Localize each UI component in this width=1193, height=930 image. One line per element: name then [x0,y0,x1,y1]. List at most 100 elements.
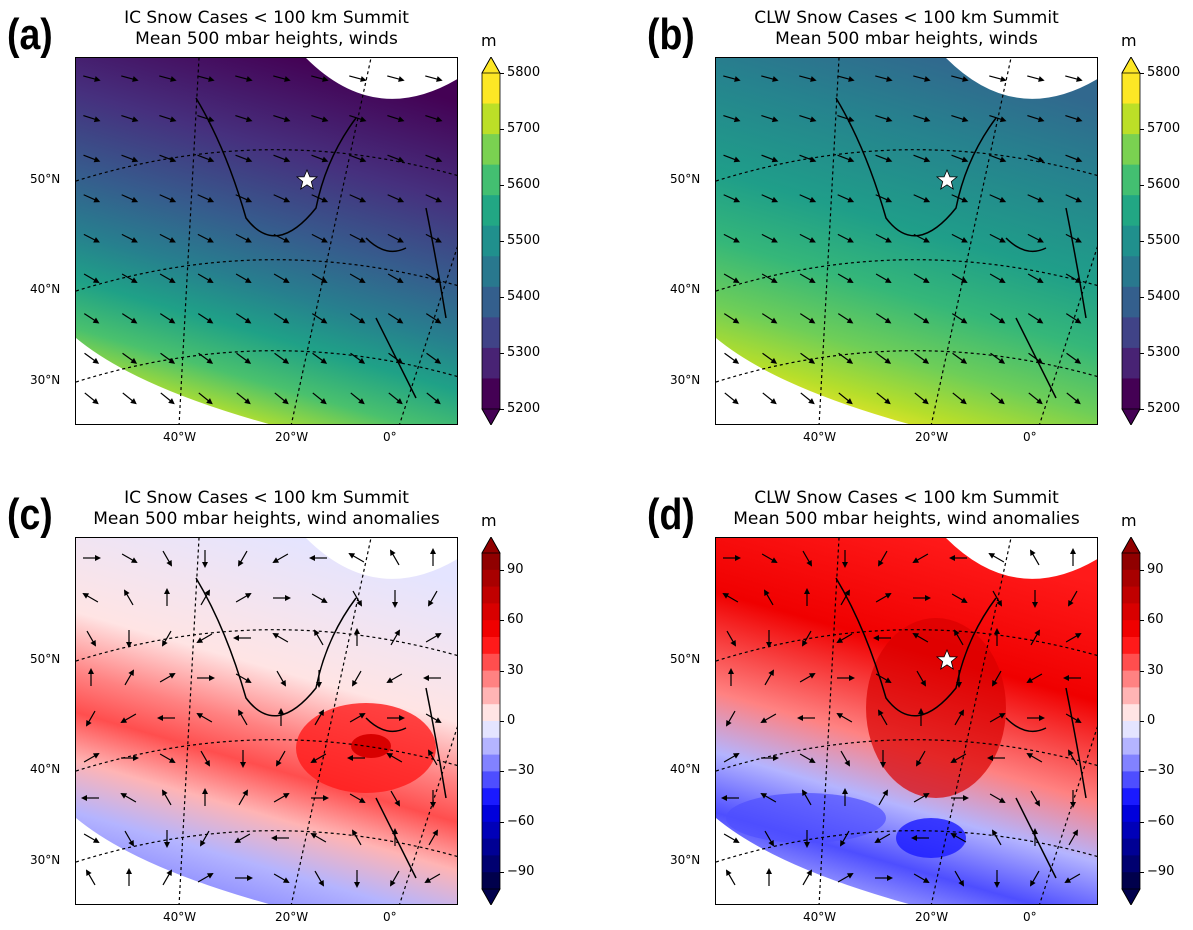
wind-vector [83,753,100,763]
colorbar-band [482,771,500,789]
wind-vector [761,755,779,761]
wind-vector [311,154,329,163]
wind-vector [723,753,740,763]
colorbar-tick [1140,721,1144,722]
wind-vector [916,670,926,687]
wind-vector [121,194,139,203]
wind-vector [271,835,289,841]
colorbar-tick-label: 5600 [507,177,541,192]
wind-vector [272,633,289,643]
colorbar-band [482,586,500,604]
wind-vector [840,750,850,767]
colorbar-tick [500,620,504,622]
colorbar-unit: m [481,31,497,50]
wind-vector [1065,313,1082,324]
wind-vector [310,833,327,843]
wind-vector [120,793,137,803]
colorbar-tick [1140,353,1144,354]
colorbar-tick-label: −90 [507,864,535,880]
wind-vector [914,352,930,364]
longitude-gridline [178,538,200,904]
wind-vector [799,753,816,763]
colorbar-tick [1140,409,1144,410]
wind-vector [836,713,853,723]
longitude-label: 0° [1023,910,1037,924]
wind-vector [838,352,854,364]
colorbar-band [482,256,500,288]
latitude-gridline [716,739,1097,772]
wind-vector [1070,548,1076,566]
wind-vector [842,788,848,806]
wind-vector [83,154,101,163]
longitude-gridline [818,538,840,904]
colorbar-band [482,653,500,672]
wind-vector [273,313,290,324]
wind-vector [838,392,853,405]
wind-vector [802,869,812,886]
panel-subtitle: Mean 500 mbar heights, winds [135,29,398,49]
wind-vector [992,829,1002,846]
colorbar-tick [500,129,504,130]
wind-vector [951,194,969,203]
colorbar-band [1122,347,1140,379]
colorbar-tick [500,73,504,74]
colorbar-tick-label: 5400 [1147,289,1181,304]
wind-vector [81,795,99,801]
wind-vector [349,793,366,803]
wind-vector [425,713,442,723]
wind-vector [912,553,929,563]
colorbar-unit: m [1121,511,1137,530]
map-panel [75,57,458,425]
wind-vector [311,593,328,603]
longitude-label: 0° [1023,430,1037,444]
colorbar-tick [500,185,504,186]
wind-vector [388,352,404,364]
wind-vector [837,75,855,82]
colorbar-band [1122,721,1140,739]
wind-vector [837,273,854,283]
colorbar-band [1122,670,1140,688]
wind-vector [1070,790,1076,808]
wind-vector [235,233,252,243]
wind-vector [837,194,855,203]
wind-vector [989,233,1006,243]
colorbar-tick [500,771,504,773]
longitude-label: 20°W [915,430,949,444]
latitude-label: 40°N [30,762,61,776]
latitude-gridline [76,350,457,383]
colorbar-tick-label: 60 [507,612,524,628]
colorbar-tick-label: 5500 [507,233,541,248]
colorbar-tick-label: 90 [507,561,524,577]
wind-vector [314,709,324,726]
wind-vector [800,352,816,364]
wind-vector [197,273,214,283]
colorbar [481,537,501,905]
colorbar-tick [1140,73,1144,74]
wind-vector [1032,828,1038,846]
wind-vector [235,114,253,123]
wind-vector [990,352,1006,364]
wind-vector [121,233,138,243]
wind-vector [875,114,893,123]
wind-vector [761,194,779,203]
wind-vector [124,589,134,606]
wind-vector [386,753,403,763]
wind-vector [386,673,403,683]
wind-vector [1065,713,1082,723]
wind-vector [164,588,170,606]
wind-vector [761,114,779,123]
wind-vector [121,755,139,761]
wind-vector [951,593,968,603]
wind-vector [88,668,94,686]
panel-subtitle: Mean 500 mbar heights, wind anomalies [93,509,440,529]
wind-vector [987,755,1005,761]
wind-vector [120,713,137,723]
wind-vector [197,75,215,82]
colorbar-tick-label: 0 [1147,713,1156,728]
colorbar-band [482,164,500,196]
wind-vector [764,589,774,606]
wind-vector [84,352,100,364]
wind-vector [121,313,138,324]
wind-vector [913,154,931,163]
wind-vector [124,669,134,686]
